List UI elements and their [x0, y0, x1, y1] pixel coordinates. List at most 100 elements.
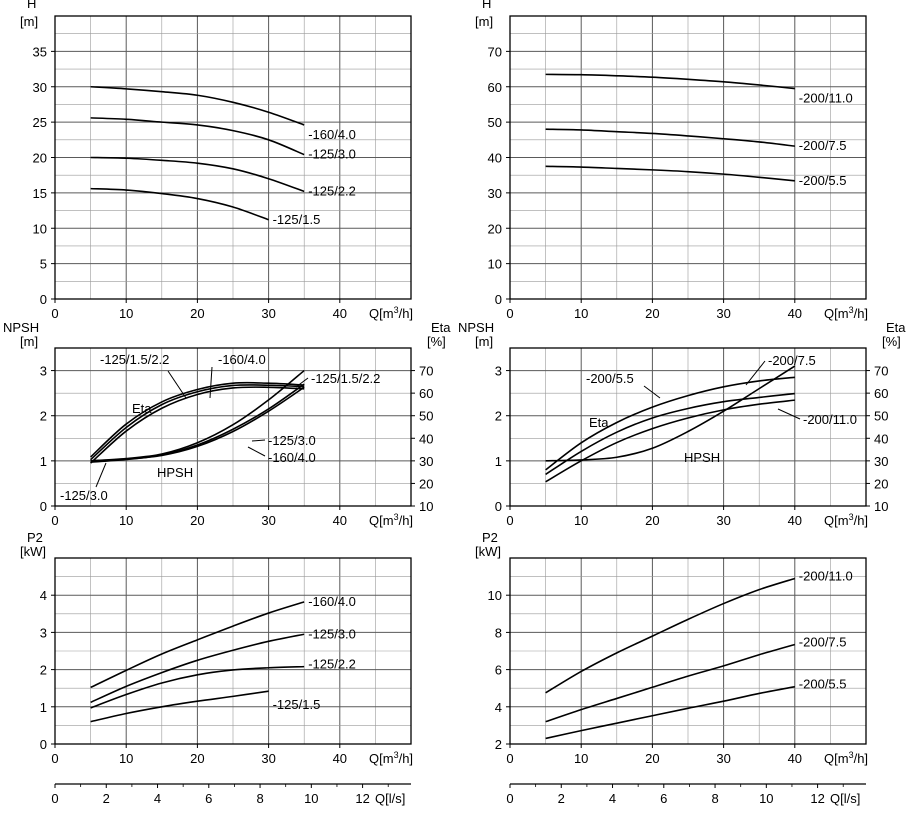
leader-line — [295, 377, 309, 388]
leader-line — [247, 446, 266, 457]
series-line — [90, 85, 305, 126]
series-label: -160/4.0 — [218, 352, 266, 367]
plot-frame — [54, 557, 412, 745]
series-line — [545, 365, 796, 462]
y-tick-label: 5 — [40, 257, 47, 272]
x-tick-label: 10 — [119, 513, 133, 528]
series-label: -200/11.0 — [799, 91, 853, 106]
series-label: -125/2.2 — [308, 657, 356, 672]
y2-axis-unit: [%] — [882, 334, 901, 349]
curve-label: HPSH — [684, 450, 720, 465]
chart-tr: 0 10 20 30 40 Q[m3/h] 0 10 20 30 40 50 60 70 H [m] -200/… — [475, 0, 868, 321]
x2-tick-label: 6 — [205, 791, 212, 806]
x-tick-label: 30 — [261, 513, 275, 528]
y2-tick-label: 70 — [419, 364, 433, 379]
plot-frame — [54, 347, 412, 507]
x2-axis-label: Q[l/s] — [375, 791, 405, 806]
x-tick-label: 10 — [574, 513, 588, 528]
series-line — [545, 685, 795, 740]
leader-line — [777, 408, 801, 420]
series-label: -200/7.5 — [799, 634, 847, 649]
x2-tick-label: 6 — [660, 791, 667, 806]
series-line — [545, 128, 795, 147]
y2-tick-label: 50 — [419, 409, 433, 424]
x2-tick-label: 12 — [810, 791, 824, 806]
y-tick-label: 2 — [40, 663, 47, 678]
x-tick-label: 40 — [788, 306, 802, 321]
leader-line — [95, 462, 107, 488]
y2-tick-label: 40 — [874, 431, 888, 446]
series-label: -160/4.0 — [308, 127, 356, 142]
y2-tick-label: 30 — [419, 454, 433, 469]
x-tick-label: 10 — [119, 751, 133, 766]
series-label: -125/2.2 — [308, 183, 356, 198]
y-tick-label: 2 — [495, 409, 502, 424]
x-tick-label: 0 — [51, 513, 58, 528]
y-tick-label: 3 — [40, 625, 47, 640]
series-line — [545, 376, 795, 471]
y-axis-label: P2 — [482, 530, 498, 545]
x-axis-label: Q[m3/h] — [369, 305, 413, 321]
series-label: -160/4.0 — [308, 594, 356, 609]
x-tick-label: 40 — [788, 513, 802, 528]
y-tick-label: 40 — [488, 151, 502, 166]
leader-line — [251, 439, 266, 442]
leader-line — [745, 360, 766, 386]
y-tick-label: 30 — [33, 80, 47, 95]
grid — [509, 15, 867, 300]
y2-axis-unit: [%] — [427, 334, 446, 349]
series-label: -160/4.0 — [268, 450, 316, 465]
y2-tick-label: 70 — [874, 364, 888, 379]
y2-tick-label: 40 — [419, 431, 433, 446]
x2-tick-label: 8 — [711, 791, 718, 806]
plot-frame — [509, 347, 867, 507]
x-tick-label: 20 — [645, 513, 659, 528]
y-axis-label: H — [482, 0, 491, 11]
y-tick-label: 10 — [488, 257, 502, 272]
plot-frame — [509, 557, 867, 745]
y-tick-label: 0 — [40, 737, 47, 752]
grid — [509, 347, 867, 507]
series-line — [90, 665, 305, 709]
y-axis-label: P2 — [27, 530, 43, 545]
y2-tick-label: 10 — [419, 499, 433, 514]
series-line — [545, 643, 796, 723]
series-label: -125/1.5 — [273, 212, 321, 227]
x-tick-label: 10 — [574, 306, 588, 321]
x2-tick-label: 2 — [558, 791, 565, 806]
curve-label: HPSH — [157, 465, 193, 480]
x-tick-label: 0 — [506, 751, 513, 766]
y2-tick-label: 50 — [874, 409, 888, 424]
x-tick-label: 0 — [51, 751, 58, 766]
y-tick-label: 20 — [33, 151, 47, 166]
x-tick-label: 20 — [645, 306, 659, 321]
x2-tick-label: 0 — [51, 791, 58, 806]
series-label: -200/7.5 — [768, 353, 816, 368]
y-tick-label: 20 — [488, 221, 502, 236]
series-line — [90, 187, 269, 221]
y-tick-label: 3 — [495, 364, 502, 379]
y-axis-unit: [m] — [475, 14, 493, 29]
series-label: -125/1.5/2.2 — [100, 352, 169, 367]
y2-axis-label: Eta — [886, 320, 906, 335]
x-tick-label: 40 — [333, 751, 347, 766]
y-tick-label: 1 — [495, 454, 502, 469]
series-label: -200/5.5 — [586, 371, 634, 386]
y-tick-label: 3 — [40, 364, 47, 379]
x-tick-label: 30 — [716, 751, 730, 766]
y-axis-label: NPSH — [458, 320, 494, 335]
x2-tick-label: 8 — [256, 791, 263, 806]
series-line — [90, 156, 305, 193]
y-axis-unit: [kW] — [20, 544, 46, 559]
y2-tick-label: 20 — [419, 476, 433, 491]
x2-tick-label: 10 — [759, 791, 773, 806]
y-axis-unit: [m] — [20, 334, 38, 349]
y-tick-label: 1 — [40, 454, 47, 469]
y2-tick-label: 20 — [874, 476, 888, 491]
x-tick-label: 30 — [261, 306, 275, 321]
series-label: -125/1.5 — [273, 697, 321, 712]
y-axis-label: NPSH — [3, 320, 39, 335]
y-tick-label: 2 — [495, 737, 502, 752]
